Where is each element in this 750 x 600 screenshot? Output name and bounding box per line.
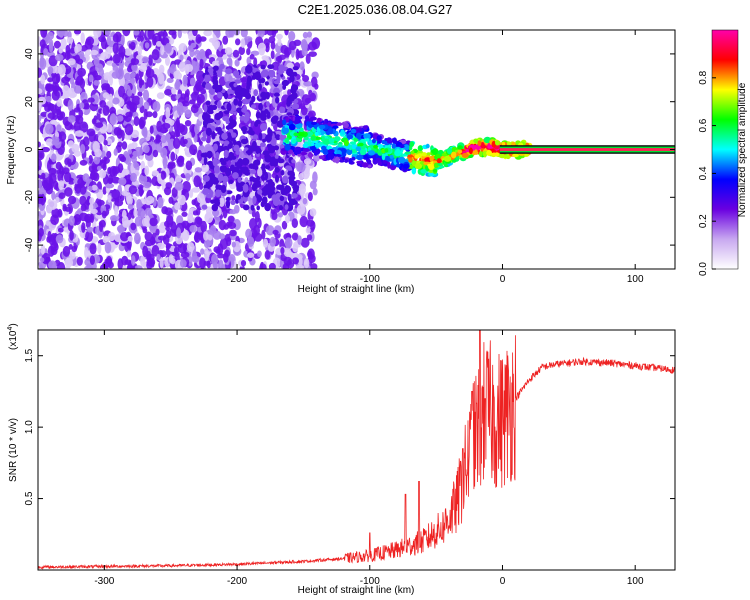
colorbar-tick-label: 0.2 [698,214,709,228]
spectrogram-blobs [38,30,675,269]
snr-y-tick-label: 1.0 [24,420,35,434]
colorbar-gradient [711,29,739,270]
spectrogram-y-tick-label: 20 [24,96,35,108]
colorbar-label: Normalized spectral amplitude [737,82,748,217]
snr-y-label: SNR (10 * v/v) [8,418,19,482]
spectrogram-y-ticks: -40 -20 0 20 40 [24,48,675,252]
snr-x-label: Height of straight line (km) [298,585,415,596]
snr-x-tick-label: 100 [627,576,644,587]
spectrogram-x-tick-label: -300 [94,274,114,285]
spectrogram-x-tick-label: 100 [627,274,644,285]
colorbar-tick-label: 0.4 [698,166,709,180]
spectrogram-x-tick-label: 0 [500,274,506,285]
colorbar: 0.0 0.2 0.4 0.6 0.8 Normalized spectral ampl… [698,29,748,276]
snr-line [38,330,675,570]
spectrogram-x-label: Height of straight line (km) [298,284,415,295]
snr-y-ticks: 0.5 1.0 1.5 [24,348,675,506]
svg-text:(x104): (x104) [7,323,19,350]
snr-y-tick-label: 0.5 [24,491,35,505]
spectrogram-x-tick-label: -200 [227,274,247,285]
colorbar-tick-label: 0.6 [698,118,709,132]
snr-series [38,330,675,570]
snr-x-tick-label: 0 [500,576,506,587]
spectrogram-y-tick-label: -40 [24,237,35,252]
snr-x-tick-label: -200 [227,576,247,587]
snr-y-tick-label: 1.5 [24,348,35,362]
spectrogram-x-ticks: -300 -200 -100 0 100 [94,30,644,285]
snr-scale-label: (x104) [7,323,19,350]
snr-panel: -300 -200 -100 0 100 0.5 1.0 1.5 Height of str… [7,323,676,596]
spectrogram-y-label: Frequency (Hz) [6,116,17,185]
spectrogram-y-tick-label: 40 [24,48,35,60]
snr-x-ticks: -300 -200 -100 0 100 [94,330,644,587]
spectrogram-y-tick-label: -20 [24,190,35,205]
colorbar-ticks: 0.0 0.2 0.4 0.6 0.8 [698,70,716,276]
snr-frame [37,329,676,571]
snr-x-tick-label: -300 [94,576,114,587]
spectrogram-y-tick-label: 0 [24,146,35,152]
spectrogram-image [38,30,675,269]
colorbar-tick-label: 0.8 [698,70,709,84]
colorbar-tick-label: 0.0 [698,262,709,276]
figure-title: C2E1.2025.036.08.04.G27 [298,2,453,17]
snr-x-tick-label: -100 [360,576,380,587]
spectrogram-x-tick-label: -100 [360,274,380,285]
